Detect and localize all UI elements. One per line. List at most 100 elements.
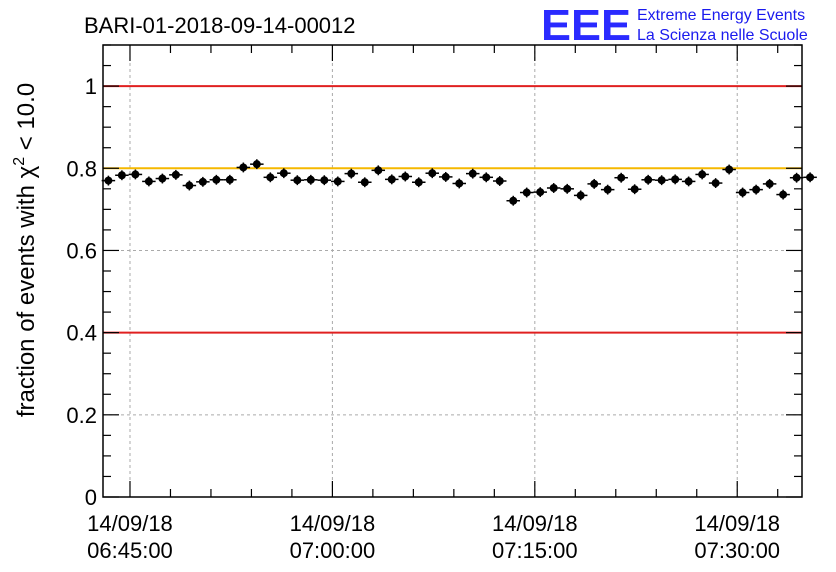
marker: [806, 173, 815, 182]
marker: [333, 177, 342, 186]
data-point: [344, 168, 359, 179]
marker: [225, 175, 234, 184]
data-point: [789, 172, 804, 183]
data-point: [614, 172, 628, 183]
marker: [711, 179, 720, 188]
marker: [671, 175, 680, 184]
x-tick-time: 07:15:00: [492, 538, 578, 563]
marker: [185, 181, 194, 190]
data-point: [223, 174, 237, 185]
marker: [158, 174, 167, 183]
marker: [428, 169, 437, 178]
data-point: [412, 177, 426, 188]
data-point: [641, 174, 655, 185]
data-point: [735, 187, 750, 198]
x-tick-time: 06:45:00: [87, 538, 173, 563]
marker: [144, 177, 153, 186]
marker: [630, 185, 639, 194]
x-tick-date: 14/09/18: [290, 511, 376, 536]
data-point: [479, 172, 493, 183]
marker: [387, 175, 396, 184]
y-tick-label: 0: [85, 485, 97, 510]
marker: [725, 165, 734, 174]
data-point: [196, 176, 210, 187]
data-point: [182, 180, 197, 191]
marker: [131, 170, 140, 179]
marker: [347, 169, 356, 178]
x-tick-date: 14/09/18: [492, 511, 578, 536]
y-axis-label: fraction of events with χ2 < 10.0: [11, 83, 40, 417]
data-point: [425, 168, 440, 179]
x-tick-time: 07:00:00: [290, 538, 376, 563]
marker: [617, 173, 626, 182]
chart-title: BARI-01-2018-09-14-00012: [84, 13, 356, 38]
marker: [495, 177, 504, 186]
data-point: [128, 169, 143, 180]
marker: [644, 175, 653, 184]
marker: [684, 177, 693, 186]
marker: [374, 166, 383, 175]
marker: [360, 178, 369, 187]
data-point: [560, 183, 574, 194]
marker: [306, 175, 315, 184]
logo-line1: Extreme Energy Events: [637, 7, 805, 24]
marker: [104, 176, 113, 185]
marker: [468, 169, 477, 178]
data-point: [317, 175, 332, 186]
marker: [536, 188, 545, 197]
marker: [522, 188, 531, 197]
logo-line2: La Scienza nelle Scuole: [637, 27, 808, 44]
data-point: [492, 176, 507, 186]
marker: [698, 170, 707, 179]
data-point: [627, 184, 642, 195]
data-point: [115, 170, 129, 181]
marker: [252, 160, 261, 169]
data-point: [803, 172, 817, 183]
data-point: [398, 171, 413, 182]
data-point: [587, 178, 601, 189]
marker: [752, 185, 761, 194]
data-point: [722, 164, 736, 175]
data-point: [695, 169, 709, 180]
x-tick-date: 14/09/18: [694, 511, 780, 536]
x-tick-labels: 14/09/1806:45:0014/09/1807:00:0014/09/18…: [87, 511, 780, 563]
data-point: [573, 190, 588, 201]
y-tick-label: 0.6: [66, 238, 97, 263]
data-point: [250, 159, 264, 170]
marker: [320, 176, 329, 185]
marker: [279, 169, 288, 178]
marker: [792, 173, 801, 182]
data-point: [519, 187, 534, 198]
marker: [603, 185, 612, 194]
data-point: [506, 195, 520, 206]
data-point: [263, 172, 278, 183]
data-point: [762, 178, 777, 189]
marker: [198, 177, 207, 186]
marker: [293, 176, 302, 185]
data-point: [708, 178, 723, 188]
data-point: [290, 175, 305, 186]
data-point: [654, 175, 669, 186]
eee-logo: EEE Extreme Energy Events La Scienza nel…: [541, 1, 808, 50]
marker: [171, 170, 180, 179]
marker: [563, 184, 572, 193]
marker: [657, 176, 666, 185]
marker: [414, 178, 423, 187]
marker: [482, 173, 491, 182]
marker: [509, 196, 518, 205]
data-point: [142, 176, 156, 187]
marker: [455, 179, 464, 188]
data-point: [331, 176, 345, 187]
data-point: [600, 184, 615, 195]
data-point: [533, 187, 547, 198]
marker: [549, 183, 558, 192]
data-point: [776, 189, 790, 200]
y-tick-label: 0.2: [66, 403, 97, 428]
y-tick-label: 0.4: [66, 321, 97, 346]
data-point: [277, 168, 291, 179]
data-point: [749, 184, 763, 195]
marker: [117, 171, 126, 180]
marker: [738, 188, 747, 197]
logo-letters: EEE: [541, 1, 631, 50]
